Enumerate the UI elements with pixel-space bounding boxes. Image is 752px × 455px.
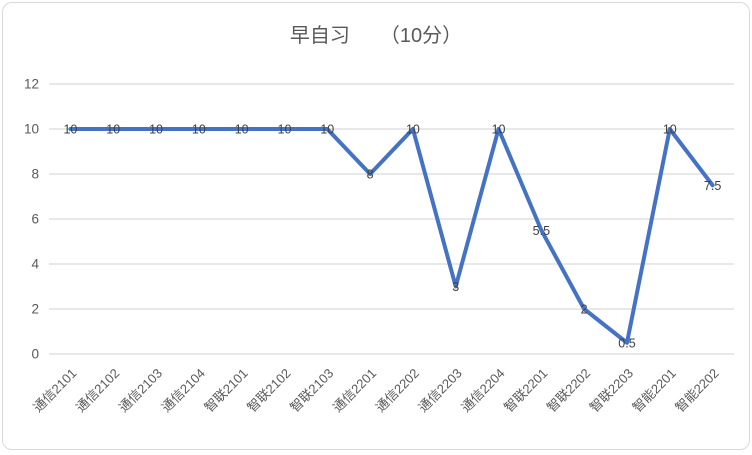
- x-axis-label: 通信2203: [415, 366, 464, 415]
- x-axis-label: 通信2102: [73, 366, 122, 415]
- x-axis-label: 智联2202: [544, 366, 593, 415]
- x-axis-label: 通信2103: [116, 366, 165, 415]
- x-axis-label: 智联2203: [587, 366, 636, 415]
- x-axis-label: 智联2102: [244, 366, 293, 415]
- x-axis-label: 通信2104: [159, 366, 208, 415]
- x-axis-label: 通信2202: [373, 366, 422, 415]
- data-label: 2: [581, 303, 588, 317]
- y-tick-label: 0: [31, 347, 39, 362]
- y-tick-label: 2: [31, 302, 39, 317]
- data-label: 10: [492, 123, 506, 137]
- line-chart: 024681012通信2101通信2102通信2103通信2104智联2101智…: [24, 77, 734, 415]
- data-label: 10: [192, 123, 206, 137]
- x-axis-label: 智能2202: [672, 366, 721, 415]
- y-tick-label: 6: [31, 212, 39, 227]
- series-line: [68, 127, 715, 345]
- data-label: 10: [406, 123, 420, 137]
- x-axis-label: 智联2101: [201, 366, 250, 415]
- x-axis-label: 通信2204: [458, 366, 507, 415]
- data-label: 10: [149, 123, 163, 137]
- data-label: 10: [320, 123, 334, 137]
- data-label: 10: [663, 123, 677, 137]
- data-label: 8: [367, 168, 374, 182]
- x-axis-label: 智联2201: [501, 366, 550, 415]
- x-axis-label: 通信2101: [30, 366, 79, 415]
- data-label: 7.5: [704, 179, 721, 193]
- y-tick-label: 4: [31, 257, 39, 272]
- x-axis-label: 通信2201: [330, 366, 379, 415]
- y-tick-label: 8: [31, 167, 39, 182]
- y-tick-label: 12: [24, 77, 39, 92]
- x-axis-label: 智能2201: [629, 366, 678, 415]
- chart-title: 早自习 （10分）: [289, 25, 463, 47]
- data-label: 10: [63, 123, 77, 137]
- data-label: 0.5: [618, 336, 635, 350]
- data-label: 5.5: [533, 224, 550, 238]
- data-label: 10: [278, 123, 292, 137]
- data-label: 10: [235, 123, 249, 137]
- chart-frame: 早自习 （10分） 0 2 4 6 8 10 12 通信2101 通信2102 通信2103 通信2…: [2, 2, 750, 450]
- data-label: 10: [106, 123, 120, 137]
- data-label: 3: [452, 280, 459, 294]
- y-tick-label: 10: [24, 122, 39, 137]
- x-axis-label: 智联2103: [287, 366, 336, 415]
